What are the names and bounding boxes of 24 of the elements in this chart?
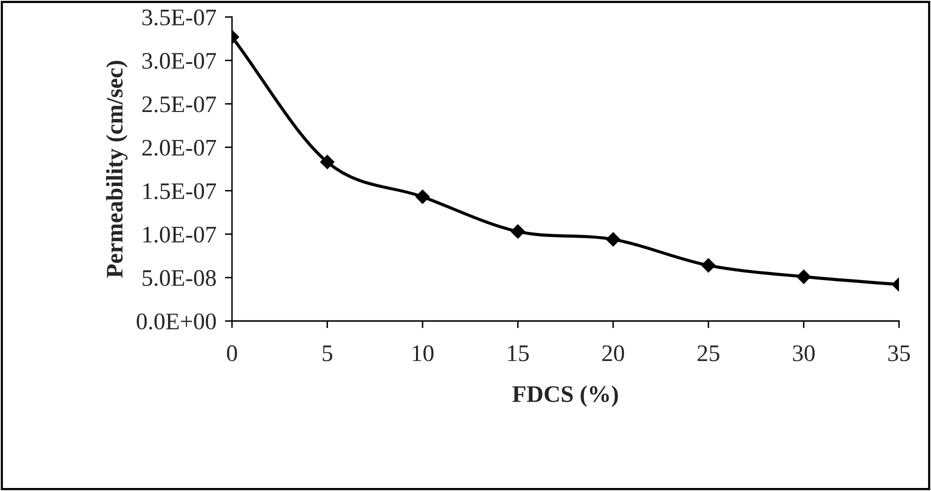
x-tick-label: 20 <box>602 345 624 362</box>
y-tick-label: 3.5E-07 <box>142 9 216 26</box>
x-tick-label: 25 <box>698 345 720 362</box>
y-tick-label: 0.0E+00 <box>136 313 216 330</box>
y-tick-label: 5.0E-08 <box>142 270 216 286</box>
y-tick-label: 3.0E-07 <box>142 52 216 69</box>
x-tick-label: 15 <box>508 345 529 362</box>
y-tick-label: 1.5E-07 <box>143 183 216 200</box>
y-tick-label: 2.5E-07 <box>142 96 216 112</box>
point <box>415 190 430 204</box>
y-axis-title: Permeability (cm/sec) <box>106 60 128 278</box>
point <box>796 270 811 284</box>
point <box>701 258 716 272</box>
x-tick-label: 30 <box>793 345 815 362</box>
point <box>320 154 334 170</box>
x-tick-label: 35 <box>888 345 910 362</box>
point <box>510 224 525 239</box>
x-tick-label: 5 <box>322 346 332 362</box>
y-tick-label: 1.0E-07 <box>143 226 216 243</box>
point <box>606 232 620 246</box>
y-tick-label: 2.0E-07 <box>142 140 216 156</box>
x-tick-label: 10 <box>412 345 434 362</box>
x-tick-label: 0 <box>226 345 238 362</box>
x-axis-title: FDCS (%) <box>512 385 618 407</box>
